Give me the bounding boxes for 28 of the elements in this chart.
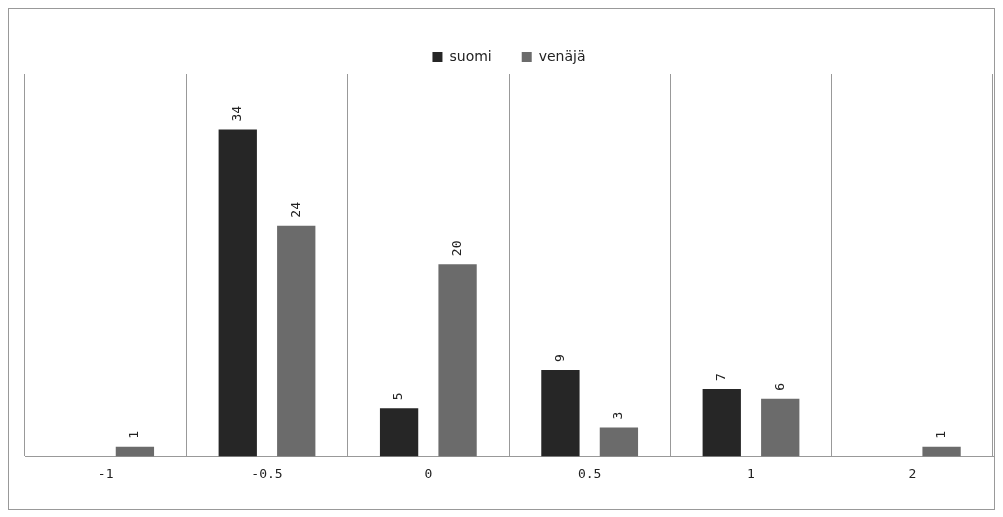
bar <box>761 398 800 457</box>
x-tick-label: 2 <box>908 465 917 481</box>
data-label: 20 <box>448 240 464 257</box>
bar <box>702 389 741 457</box>
x-tick-label: 0.5 <box>577 465 602 481</box>
bar <box>218 129 257 457</box>
bar <box>599 427 639 457</box>
bar <box>379 408 419 457</box>
data-label: 1 <box>932 430 948 439</box>
data-label: 5 <box>390 392 406 401</box>
data-label: 1 <box>126 430 142 439</box>
data-label: 24 <box>287 201 303 218</box>
x-tick-label: 0 <box>424 465 433 481</box>
data-label: 7 <box>713 373 729 382</box>
x-tick-label: 1 <box>747 465 755 481</box>
x-tick-label: -0.5 <box>251 465 283 481</box>
data-label: 3 <box>610 411 626 420</box>
data-label: 34 <box>229 105 245 122</box>
data-label: 6 <box>771 382 787 391</box>
bar <box>541 369 580 457</box>
data-label: 9 <box>551 354 567 362</box>
bar <box>438 264 477 457</box>
x-tick-label: -1 <box>97 465 114 481</box>
legend-label: venäjä <box>538 47 586 64</box>
bar <box>922 446 961 457</box>
legend-label: suomi <box>449 47 492 64</box>
bar <box>277 225 316 457</box>
bar <box>115 446 155 457</box>
